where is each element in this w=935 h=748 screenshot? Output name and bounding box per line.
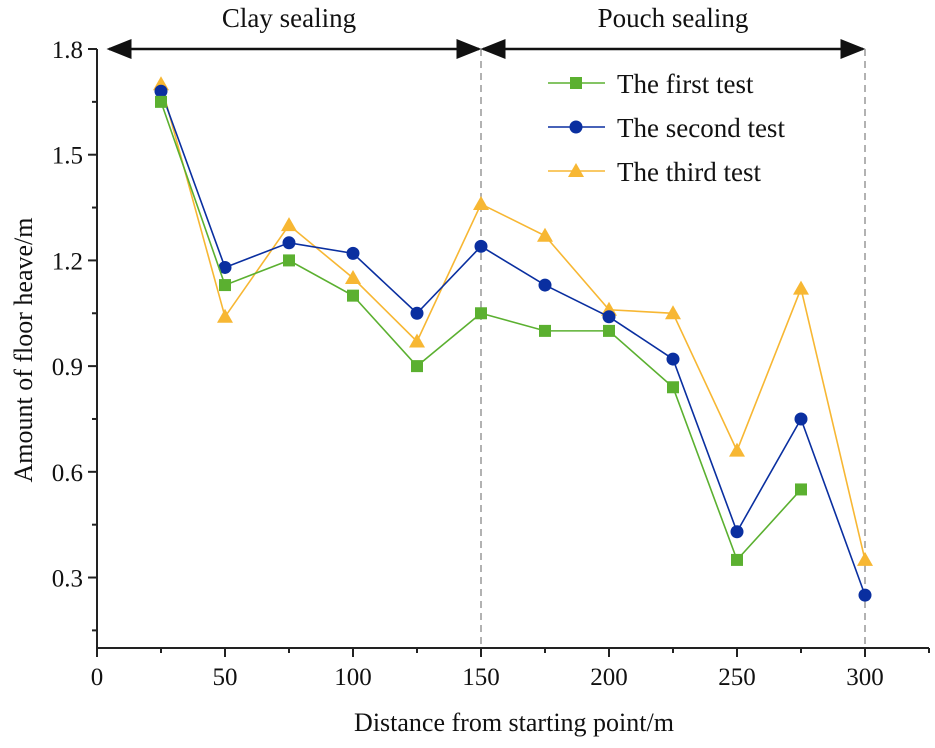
triangle-marker bbox=[793, 280, 809, 295]
square-marker bbox=[539, 324, 551, 337]
x-tick-label: 50 bbox=[213, 664, 238, 691]
y-tick-label: 0.6 bbox=[52, 460, 83, 487]
square-marker bbox=[155, 95, 167, 108]
legend-label: The first test bbox=[617, 69, 754, 99]
square-marker bbox=[731, 553, 743, 566]
x-tick-label: 200 bbox=[590, 664, 628, 691]
x-axis-title: Distance from starting point/m bbox=[354, 708, 674, 737]
square-marker bbox=[667, 381, 679, 394]
circle-marker bbox=[282, 236, 296, 250]
series-1 bbox=[155, 95, 807, 566]
triangle-marker bbox=[473, 196, 489, 211]
circle-marker bbox=[794, 412, 808, 426]
square-marker bbox=[411, 360, 423, 373]
circle-marker bbox=[730, 525, 744, 539]
square-marker bbox=[347, 289, 359, 302]
series-3 bbox=[153, 76, 873, 566]
circle-marker bbox=[858, 588, 872, 602]
y-axis-title: Amount of floor heave/m bbox=[9, 218, 38, 483]
square-marker bbox=[475, 307, 487, 320]
circle-marker bbox=[602, 310, 616, 324]
y-tick-label: 0.9 bbox=[52, 354, 83, 381]
triangle-marker bbox=[857, 551, 873, 566]
region-label: Pouch sealing bbox=[598, 3, 749, 33]
x-tick-label: 0 bbox=[91, 664, 104, 691]
legend: The first test The second test The third t… bbox=[548, 69, 785, 187]
legend-label: The second test bbox=[617, 113, 785, 143]
circle-marker bbox=[154, 84, 168, 98]
square-marker bbox=[219, 279, 231, 292]
triangle-marker bbox=[568, 163, 584, 177]
circle-marker bbox=[218, 260, 232, 274]
y-tick-label: 1.2 bbox=[52, 248, 83, 275]
triangle-marker bbox=[409, 333, 425, 348]
circle-marker bbox=[569, 120, 583, 134]
circle-marker bbox=[474, 239, 488, 253]
series-line bbox=[160, 91, 866, 596]
circle-marker bbox=[538, 278, 552, 292]
x-tick-label: 150 bbox=[462, 664, 500, 691]
series-2 bbox=[154, 84, 872, 602]
x-tick-label: 250 bbox=[718, 664, 756, 691]
triangle-marker bbox=[537, 227, 553, 242]
region-label: Clay sealing bbox=[222, 3, 356, 33]
triangle-marker bbox=[665, 305, 681, 320]
triangle-marker bbox=[217, 308, 233, 323]
square-marker bbox=[283, 254, 295, 267]
square-marker bbox=[795, 483, 807, 496]
circle-marker bbox=[346, 246, 360, 260]
y-tick-label: 1.8 bbox=[52, 37, 83, 64]
regions: Clay sealing Pouch sealing bbox=[106, 3, 866, 648]
square-marker bbox=[603, 324, 615, 337]
y-tick-label: 1.5 bbox=[52, 143, 83, 170]
triangle-marker bbox=[729, 442, 745, 457]
series-line bbox=[160, 84, 866, 561]
triangle-marker bbox=[345, 270, 361, 285]
axes: 0 50 100 150 200 250 300 0.3 0.6 0.9 1.2 1.5 1.8 bbox=[52, 37, 930, 691]
circle-marker bbox=[410, 306, 424, 320]
circle-marker bbox=[666, 352, 680, 366]
x-tick-label: 100 bbox=[334, 664, 372, 691]
x-tick-label: 300 bbox=[846, 664, 884, 691]
triangle-marker bbox=[281, 217, 297, 232]
square-marker bbox=[570, 77, 582, 89]
series-group bbox=[153, 76, 873, 602]
legend-label: The third test bbox=[617, 157, 761, 187]
y-tick-label: 0.3 bbox=[52, 566, 83, 593]
